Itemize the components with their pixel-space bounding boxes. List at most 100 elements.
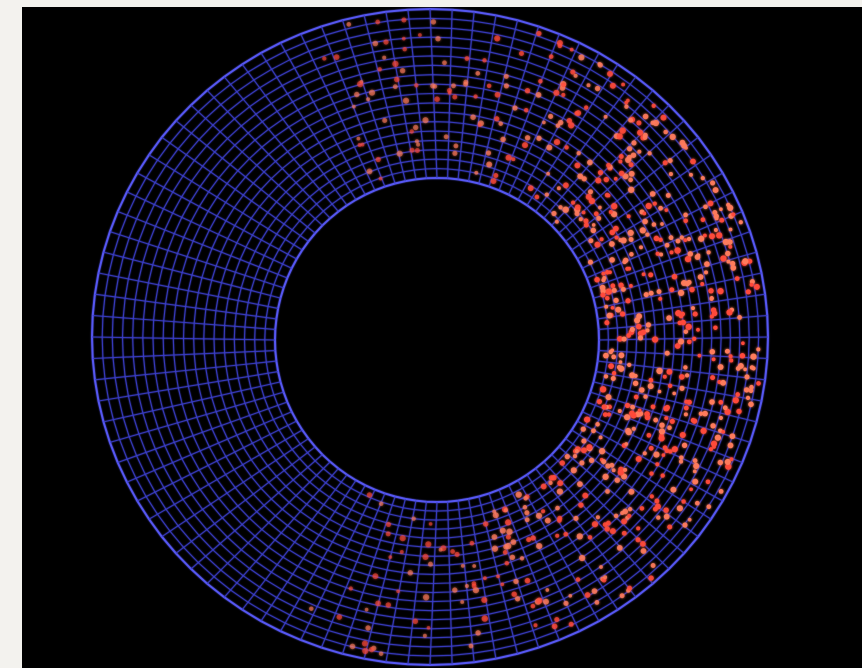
particle (728, 227, 733, 232)
particle (719, 217, 725, 223)
particle (668, 172, 673, 177)
particle (629, 372, 636, 379)
particle (553, 89, 560, 96)
particle (625, 266, 630, 271)
particle (578, 502, 584, 508)
particle (533, 623, 538, 628)
particle (570, 69, 576, 75)
particle (475, 71, 481, 76)
particle (747, 258, 753, 264)
particle (692, 469, 697, 474)
particle (446, 87, 453, 94)
particle (558, 205, 563, 210)
particle (394, 76, 400, 83)
particle (568, 122, 575, 129)
particle (377, 67, 382, 72)
particle (575, 577, 581, 582)
particle (617, 409, 622, 413)
particle (753, 283, 760, 290)
particle (556, 186, 561, 191)
particle (530, 603, 536, 609)
particle (582, 492, 589, 499)
particle (692, 478, 699, 485)
particle (611, 354, 617, 360)
particle (535, 512, 543, 519)
particle (679, 235, 684, 240)
particle (563, 600, 569, 606)
particle (548, 54, 554, 59)
particle (653, 451, 660, 458)
mesh-spoke (341, 496, 396, 654)
particle (608, 349, 614, 355)
particle (360, 142, 365, 147)
particle (679, 431, 686, 439)
particle (739, 353, 746, 359)
particle (503, 83, 509, 89)
particle (505, 519, 512, 526)
particle (401, 36, 406, 41)
particle (633, 394, 639, 400)
particle (639, 245, 643, 250)
mesh-spoke (300, 489, 376, 641)
particle (648, 445, 654, 451)
particle (709, 399, 715, 405)
particle (581, 176, 587, 182)
particle (712, 210, 718, 215)
particle (602, 412, 608, 417)
particle (652, 119, 660, 127)
mesh-spoke (488, 493, 540, 648)
particle (659, 422, 665, 428)
particle (710, 423, 716, 429)
particle (642, 218, 648, 225)
mesh-spoke (223, 468, 339, 598)
particle (349, 643, 356, 650)
particle (614, 477, 620, 483)
particle (624, 104, 629, 109)
particle (573, 73, 578, 78)
particle (604, 320, 610, 326)
particle (618, 352, 625, 359)
particle (635, 537, 641, 543)
particle (375, 19, 381, 25)
particle (636, 526, 641, 531)
particle (683, 412, 688, 417)
particle (704, 270, 708, 275)
particle (640, 541, 646, 547)
particle (427, 561, 434, 567)
particle (697, 353, 702, 358)
particle (639, 227, 646, 234)
particle (624, 100, 629, 105)
particle (603, 176, 610, 183)
particle (613, 513, 619, 519)
particle (364, 607, 369, 612)
particle (346, 22, 352, 27)
particle (542, 120, 546, 125)
particle (641, 272, 646, 277)
particle (698, 235, 705, 242)
particle (385, 602, 392, 608)
mesh-spoke (565, 438, 699, 538)
particle (511, 591, 517, 597)
particle (643, 394, 648, 399)
particle (452, 150, 458, 156)
particle (596, 215, 602, 221)
particle (627, 507, 633, 512)
particle (568, 593, 573, 598)
particle (545, 588, 550, 592)
particle (687, 251, 694, 257)
particle (644, 411, 650, 417)
simulation-canvas (22, 7, 862, 668)
particle (617, 336, 623, 342)
mesh-spoke (148, 154, 303, 251)
mesh-spoke (92, 314, 276, 330)
particle (666, 315, 672, 321)
particle (721, 430, 726, 434)
particle (509, 554, 516, 560)
particle (734, 276, 740, 281)
particle (555, 533, 560, 538)
particle (352, 104, 356, 109)
particle (669, 250, 674, 255)
particle (683, 218, 689, 224)
particle (422, 594, 430, 601)
